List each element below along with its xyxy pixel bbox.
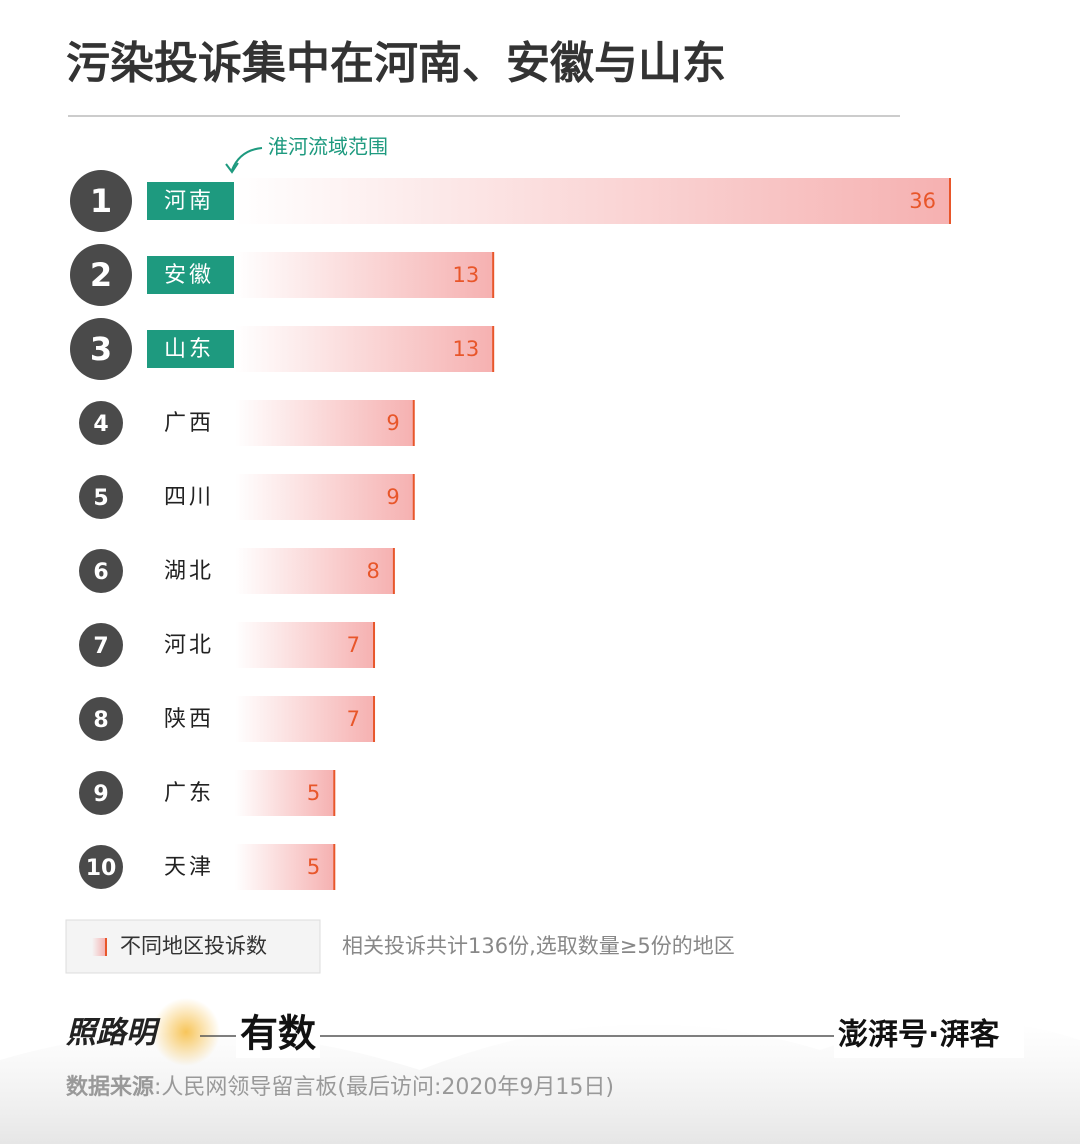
category-box (147, 330, 234, 368)
annotation: 淮河流域范围 (268, 135, 388, 159)
rank-badge (79, 623, 123, 667)
rank-label: 5 (93, 486, 108, 511)
category-label: 河北 (164, 633, 214, 658)
value-label: 5 (307, 855, 320, 879)
value-label: 7 (347, 633, 360, 657)
value-label: 8 (367, 559, 380, 583)
chart-title: 污染投诉集中在河南、安徽与山东 (66, 38, 726, 89)
bar (235, 326, 494, 372)
category-label: 湖北 (164, 559, 214, 584)
bar (235, 548, 394, 594)
category-label: 广东 (164, 781, 214, 806)
brand-mid-bg (236, 1012, 320, 1058)
category-label: 四川 (164, 485, 214, 510)
category-label: 山东 (164, 337, 214, 362)
rank-label: 8 (93, 708, 108, 733)
source-label: 数据来源 (66, 1074, 154, 1100)
rank-badge (79, 845, 123, 889)
value-label: 13 (452, 337, 479, 361)
rank-badge (79, 549, 123, 593)
brand-right-bg (834, 1014, 1024, 1058)
value-label: 9 (386, 485, 399, 509)
category-label: 安徽 (164, 263, 214, 288)
rank-badge (70, 318, 132, 380)
rank-label: 4 (93, 412, 108, 437)
value-label: 7 (347, 707, 360, 731)
value-label: 5 (307, 781, 320, 805)
rank-label: 7 (93, 634, 108, 659)
annotation-arrow (231, 147, 263, 171)
brand-mid: 有数 (240, 1012, 316, 1056)
value-label: 36 (909, 189, 936, 213)
bar (235, 696, 375, 742)
bar (235, 178, 950, 224)
legend-label: 不同地区投诉数 (120, 934, 267, 958)
value-label: 13 (452, 263, 479, 287)
bar (235, 770, 335, 816)
rank-badge (79, 771, 123, 815)
glow (152, 998, 220, 1066)
category-label: 广西 (164, 411, 214, 436)
category-label: 河南 (164, 189, 214, 214)
bar (235, 400, 414, 446)
rank-label: 9 (93, 782, 108, 807)
bar (235, 252, 494, 298)
rank-badge (70, 170, 132, 232)
rank-label: 10 (86, 856, 117, 881)
brand-right: 澎湃号·湃客 (838, 1018, 999, 1053)
bar (235, 474, 414, 520)
rank-label: 3 (90, 330, 112, 368)
bar (235, 622, 375, 668)
value-label: 9 (386, 411, 399, 435)
rank-badge (79, 697, 123, 741)
legend-swatch (92, 938, 106, 956)
category-label: 天津 (164, 855, 214, 880)
rank-badge (79, 475, 123, 519)
brand-left: 照路明 (66, 1016, 161, 1051)
rank-badge (79, 401, 123, 445)
source: 数据来源:人民网领导留言板(最后访问:2020年9月15日) (66, 1074, 614, 1100)
category-label: 陕西 (164, 707, 214, 732)
rank-label: 2 (90, 256, 112, 294)
note: 相关投诉共计136份,选取数量≥5份的地区 (342, 934, 735, 958)
category-box (147, 182, 234, 220)
source-text: :人民网领导留言板(最后访问:2020年9月15日) (154, 1075, 614, 1100)
rank-badge (70, 244, 132, 306)
annotation-arrowhead (225, 162, 239, 174)
rank-label: 1 (90, 182, 112, 220)
category-box (147, 256, 234, 294)
rank-label: 6 (93, 560, 108, 585)
legend-box (65, 919, 321, 974)
bar (235, 844, 335, 890)
